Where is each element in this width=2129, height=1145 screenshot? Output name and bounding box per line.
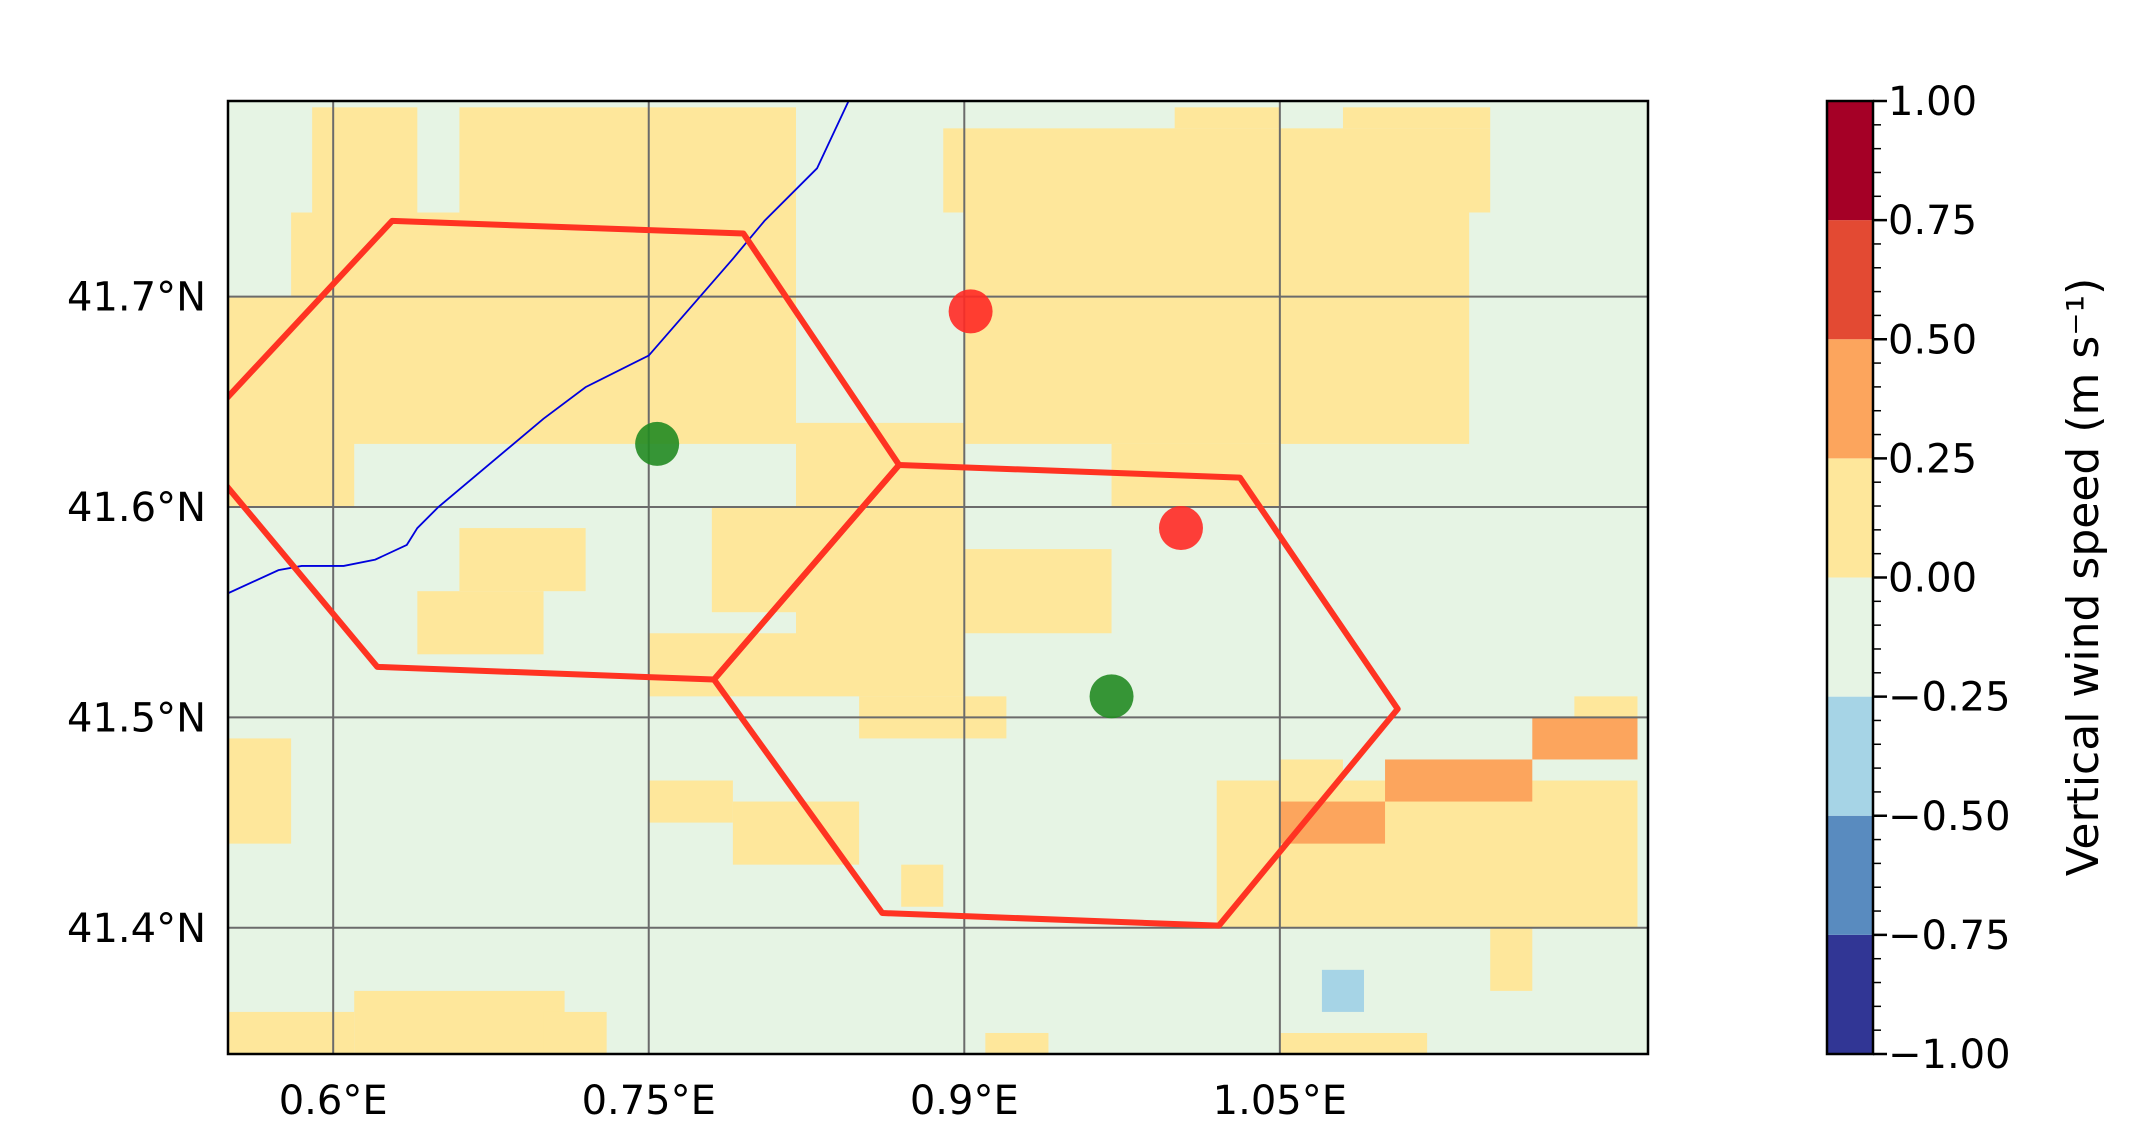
colorbar-bin bbox=[1827, 815, 1873, 935]
wind-cell-patch bbox=[417, 591, 544, 655]
longitude-tick-label: 0.9°E bbox=[910, 1078, 1019, 1124]
colorbar-frame bbox=[1825, 99, 1875, 1056]
hexagon-layer bbox=[228, 217, 1401, 929]
longitude-tick-labels: 0.6°E 0.75°E 0.9°E 1.05°E bbox=[279, 1078, 1347, 1124]
wind-cell-patch bbox=[1111, 1011, 1154, 1033]
wind-cell-patch bbox=[985, 1032, 1049, 1054]
colorbar-bin bbox=[1827, 577, 1873, 697]
marker-layer bbox=[635, 289, 1203, 719]
wind-cell-patch bbox=[1385, 759, 1533, 802]
longitude-tick-label: 0.75°E bbox=[582, 1078, 716, 1124]
wind-cell-patch bbox=[1153, 990, 1449, 1033]
wind-cell-patch bbox=[228, 738, 292, 844]
coastline bbox=[228, 101, 850, 595]
wind-cell-patch bbox=[1174, 107, 1280, 129]
colorbar-tick-label: 0.50 bbox=[1888, 317, 1977, 363]
colorbar-bin bbox=[1827, 934, 1873, 1054]
colorbar-bins bbox=[1827, 101, 1873, 1054]
wind-cell-patch bbox=[543, 1011, 607, 1054]
latitude-tick-label: 41.7°N bbox=[67, 275, 206, 321]
colorbar-label: Vertical wind speed (m s⁻¹) bbox=[2058, 278, 2109, 877]
wind-cell-patch bbox=[459, 107, 796, 213]
longitude-tick-label: 0.6°E bbox=[279, 1078, 388, 1124]
colorbar-tick-label: 0.75 bbox=[1888, 198, 1977, 244]
colorbar-bin bbox=[1827, 220, 1873, 340]
red-marker-east bbox=[1158, 506, 1203, 551]
latitude-tick-label: 41.6°N bbox=[67, 485, 206, 531]
colorbar-bin bbox=[1827, 458, 1873, 578]
wind-cell-patch bbox=[964, 549, 1112, 634]
wind-cell-patch bbox=[228, 1011, 355, 1054]
wind-cell-patch bbox=[1279, 801, 1386, 844]
wind-cell-patch bbox=[312, 107, 418, 213]
latitude-tick-label: 41.4°N bbox=[67, 906, 206, 952]
colorbar-tick-label: 1.00 bbox=[1888, 79, 1977, 125]
colorbar: −1.00 −0.75 −0.50 −0.25 0.00 0.25 0.50 0.75 1.00… bbox=[1825, 79, 2109, 1078]
map-panel: 0.6°E 0.75°E 0.9°E 1.05°E 41.4°N 41.5°N 41.6°… bbox=[67, 99, 1650, 1124]
colorbar-ticks: −1.00 −0.75 −0.50 −0.25 0.00 0.25 0.50 0.75 1.00 bbox=[1873, 79, 2011, 1078]
colorbar-tick-label: 0.00 bbox=[1888, 556, 1977, 602]
hexagon-east bbox=[710, 461, 1401, 929]
red-marker-north bbox=[948, 289, 993, 334]
green-marker-east bbox=[1089, 674, 1134, 719]
wind-cell-patch bbox=[1342, 107, 1491, 129]
wind-cell-patch bbox=[1279, 759, 1343, 802]
map-frame bbox=[226, 99, 1650, 1056]
wind-cell-patch bbox=[648, 633, 796, 697]
wind-cell-patch bbox=[1321, 969, 1364, 1012]
wind-cell-patch bbox=[964, 212, 1470, 444]
colorbar-bin bbox=[1827, 339, 1873, 459]
latitude-tick-label: 41.5°N bbox=[67, 695, 206, 741]
latitude-tick-labels: 41.4°N 41.5°N 41.6°N 41.7°N bbox=[67, 275, 206, 952]
colorbar-tick-label: −0.75 bbox=[1888, 913, 2011, 959]
colorbar-bin bbox=[1827, 696, 1873, 816]
wind-cell-patch bbox=[943, 128, 1491, 213]
wind-cell-patch bbox=[291, 212, 796, 444]
wind-cell-patch bbox=[459, 528, 586, 592]
wind-cell-patch bbox=[1279, 1032, 1428, 1054]
wind-cell-patch bbox=[354, 990, 565, 1054]
wind-cell-patch bbox=[648, 780, 733, 823]
colorbar-tick-label: −0.50 bbox=[1888, 794, 2011, 840]
coastline-layer bbox=[228, 101, 850, 595]
colorbar-tick-label: −0.25 bbox=[1888, 675, 2011, 721]
wind-cell-patch bbox=[901, 864, 944, 907]
colorbar-tick-label: −1.00 bbox=[1888, 1032, 2011, 1078]
graticule bbox=[228, 101, 1648, 1054]
longitude-tick-label: 1.05°E bbox=[1213, 1078, 1347, 1124]
wind-cell-patch bbox=[1532, 717, 1638, 760]
colorbar-tick-label: 0.25 bbox=[1888, 436, 1977, 482]
wind-cell-patch bbox=[1490, 927, 1533, 991]
colorbar-bin bbox=[1827, 101, 1873, 221]
green-marker-west bbox=[635, 421, 680, 466]
